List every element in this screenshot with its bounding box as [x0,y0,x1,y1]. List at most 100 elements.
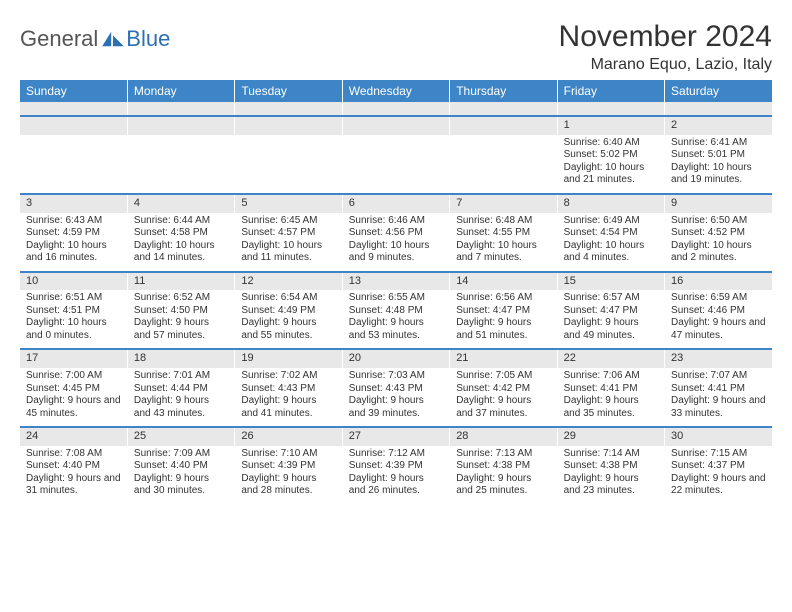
sunset-line: Sunset: 4:40 PM [134,460,228,473]
day-details: Sunrise: 6:56 AMSunset: 4:47 PMDaylight:… [450,290,556,348]
sunrise-line: Sunrise: 6:57 AM [564,292,658,305]
day-cell: 11Sunrise: 6:52 AMSunset: 4:50 PMDayligh… [127,272,234,350]
sunset-line: Sunset: 5:01 PM [671,149,766,162]
day-cell: 26Sunrise: 7:10 AMSunset: 4:39 PMDayligh… [235,427,342,504]
daylight-line: Daylight: 9 hours and 43 minutes. [134,395,228,420]
sunrise-line: Sunrise: 7:13 AM [456,448,550,461]
empty-cell [450,116,557,194]
day-cell: 5Sunrise: 6:45 AMSunset: 4:57 PMDaylight… [235,194,342,272]
sunrise-line: Sunrise: 7:02 AM [241,370,335,383]
day-cell: 1Sunrise: 6:40 AMSunset: 5:02 PMDaylight… [557,116,664,194]
empty-cell [235,116,342,194]
daylight-line: Daylight: 9 hours and 53 minutes. [349,317,443,342]
sunset-line: Sunset: 4:41 PM [564,383,658,396]
sunrise-line: Sunrise: 7:07 AM [671,370,766,383]
day-cell: 22Sunrise: 7:06 AMSunset: 4:41 PMDayligh… [557,349,664,427]
sunset-line: Sunset: 4:59 PM [26,227,121,240]
day-details: Sunrise: 6:55 AMSunset: 4:48 PMDaylight:… [343,290,449,348]
daylight-line: Daylight: 10 hours and 16 minutes. [26,240,121,265]
daylight-line: Daylight: 9 hours and 37 minutes. [456,395,550,420]
sunset-line: Sunset: 4:55 PM [456,227,550,240]
sunrise-line: Sunrise: 6:51 AM [26,292,121,305]
day-number: 3 [20,195,127,213]
day-cell: 29Sunrise: 7:14 AMSunset: 4:38 PMDayligh… [557,427,664,504]
sunset-line: Sunset: 4:52 PM [671,227,766,240]
day-number: 8 [558,195,664,213]
weekday-header: Sunday [20,80,127,102]
daylight-line: Daylight: 9 hours and 30 minutes. [134,473,228,498]
day-cell: 21Sunrise: 7:05 AMSunset: 4:42 PMDayligh… [450,349,557,427]
month-title: November 2024 [559,20,772,54]
day-number: 6 [343,195,449,213]
daylight-line: Daylight: 9 hours and 55 minutes. [241,317,335,342]
daylight-line: Daylight: 9 hours and 35 minutes. [564,395,658,420]
sunset-line: Sunset: 4:39 PM [349,460,443,473]
day-cell: 9Sunrise: 6:50 AMSunset: 4:52 PMDaylight… [665,194,772,272]
day-cell: 18Sunrise: 7:01 AMSunset: 4:44 PMDayligh… [127,349,234,427]
day-details: Sunrise: 7:00 AMSunset: 4:45 PMDaylight:… [20,368,127,426]
day-cell: 16Sunrise: 6:59 AMSunset: 4:46 PMDayligh… [665,272,772,350]
logo-text-1: General [20,26,98,52]
day-number: 12 [235,273,341,291]
daylight-line: Daylight: 9 hours and 39 minutes. [349,395,443,420]
day-details: Sunrise: 6:41 AMSunset: 5:01 PMDaylight:… [665,135,772,193]
day-details: Sunrise: 7:01 AMSunset: 4:44 PMDaylight:… [128,368,234,426]
day-details: Sunrise: 6:45 AMSunset: 4:57 PMDaylight:… [235,213,341,271]
sunset-line: Sunset: 4:54 PM [564,227,658,240]
day-number: 5 [235,195,341,213]
sunrise-line: Sunrise: 7:08 AM [26,448,121,461]
sunset-line: Sunset: 4:57 PM [241,227,335,240]
daylight-line: Daylight: 10 hours and 19 minutes. [671,162,766,187]
day-cell: 28Sunrise: 7:13 AMSunset: 4:38 PMDayligh… [450,427,557,504]
day-details: Sunrise: 6:46 AMSunset: 4:56 PMDaylight:… [343,213,449,271]
day-details: Sunrise: 6:40 AMSunset: 5:02 PMDaylight:… [558,135,664,193]
logo-text-2: Blue [126,26,170,52]
day-number: 23 [665,350,772,368]
day-number: 13 [343,273,449,291]
daylight-line: Daylight: 9 hours and 25 minutes. [456,473,550,498]
day-number: 1 [558,117,664,135]
calendar-row: 3Sunrise: 6:43 AMSunset: 4:59 PMDaylight… [20,194,772,272]
calendar-row: 10Sunrise: 6:51 AMSunset: 4:51 PMDayligh… [20,272,772,350]
daylight-line: Daylight: 9 hours and 51 minutes. [456,317,550,342]
sunrise-line: Sunrise: 6:56 AM [456,292,550,305]
sunrise-line: Sunrise: 6:49 AM [564,215,658,228]
day-number: 20 [343,350,449,368]
daylight-line: Daylight: 9 hours and 26 minutes. [349,473,443,498]
day-details: Sunrise: 7:12 AMSunset: 4:39 PMDaylight:… [343,446,449,504]
day-details: Sunrise: 6:48 AMSunset: 4:55 PMDaylight:… [450,213,556,271]
daylight-line: Daylight: 10 hours and 21 minutes. [564,162,658,187]
daylight-line: Daylight: 9 hours and 49 minutes. [564,317,658,342]
sunrise-line: Sunrise: 7:05 AM [456,370,550,383]
sunrise-line: Sunrise: 7:09 AM [134,448,228,461]
empty-cell [20,116,127,194]
sunrise-line: Sunrise: 6:45 AM [241,215,335,228]
header-spacer-row [20,102,772,116]
day-details: Sunrise: 7:09 AMSunset: 4:40 PMDaylight:… [128,446,234,504]
sunset-line: Sunset: 4:37 PM [671,460,766,473]
day-number: 14 [450,273,556,291]
day-details: Sunrise: 7:02 AMSunset: 4:43 PMDaylight:… [235,368,341,426]
day-number: 15 [558,273,664,291]
weekday-header: Friday [557,80,664,102]
day-number: 26 [235,428,341,446]
day-cell: 30Sunrise: 7:15 AMSunset: 4:37 PMDayligh… [665,427,772,504]
day-cell: 15Sunrise: 6:57 AMSunset: 4:47 PMDayligh… [557,272,664,350]
sunrise-line: Sunrise: 6:40 AM [564,137,658,150]
weekday-header: Wednesday [342,80,449,102]
sunrise-line: Sunrise: 6:41 AM [671,137,766,150]
logo-sail-icon [102,30,124,48]
sunrise-line: Sunrise: 6:50 AM [671,215,766,228]
daylight-line: Daylight: 9 hours and 33 minutes. [671,395,766,420]
day-cell: 10Sunrise: 6:51 AMSunset: 4:51 PMDayligh… [20,272,127,350]
day-details: Sunrise: 7:05 AMSunset: 4:42 PMDaylight:… [450,368,556,426]
sunrise-line: Sunrise: 6:55 AM [349,292,443,305]
daylight-line: Daylight: 10 hours and 0 minutes. [26,317,121,342]
day-cell: 24Sunrise: 7:08 AMSunset: 4:40 PMDayligh… [20,427,127,504]
day-details: Sunrise: 7:10 AMSunset: 4:39 PMDaylight:… [235,446,341,504]
day-number: 25 [128,428,234,446]
day-details: Sunrise: 6:57 AMSunset: 4:47 PMDaylight:… [558,290,664,348]
day-details: Sunrise: 7:03 AMSunset: 4:43 PMDaylight:… [343,368,449,426]
day-cell: 7Sunrise: 6:48 AMSunset: 4:55 PMDaylight… [450,194,557,272]
day-cell: 13Sunrise: 6:55 AMSunset: 4:48 PMDayligh… [342,272,449,350]
